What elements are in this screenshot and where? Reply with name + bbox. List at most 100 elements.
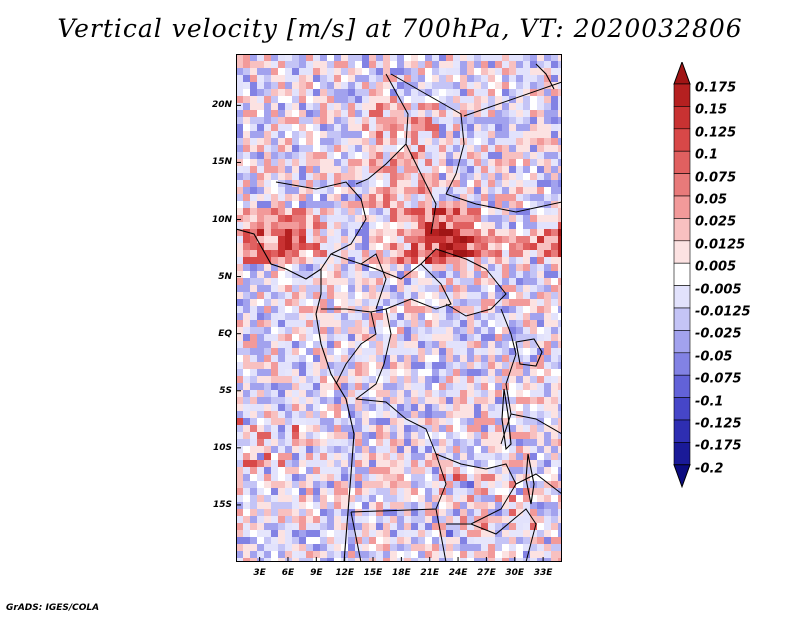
field-cell xyxy=(439,131,446,138)
field-cell xyxy=(537,348,544,355)
field-cell xyxy=(446,68,453,75)
field-cell xyxy=(488,131,495,138)
field-cell xyxy=(236,187,243,194)
field-cell xyxy=(446,516,453,523)
field-cell xyxy=(299,383,306,390)
field-cell xyxy=(327,96,334,103)
field-cell xyxy=(516,516,523,523)
colorbar-box xyxy=(673,285,691,309)
field-cell xyxy=(257,537,264,544)
field-cell xyxy=(313,250,320,257)
field-cell xyxy=(376,439,383,446)
field-cell xyxy=(264,355,271,362)
field-cell xyxy=(362,75,369,82)
field-cell xyxy=(292,236,299,243)
field-cell xyxy=(264,544,271,551)
field-cell xyxy=(250,229,257,236)
field-cell xyxy=(292,404,299,411)
field-cell xyxy=(544,299,551,306)
field-cell xyxy=(551,82,558,89)
field-cell xyxy=(439,334,446,341)
field-cell xyxy=(313,271,320,278)
field-cell xyxy=(278,502,285,509)
field-cell xyxy=(313,180,320,187)
field-cell xyxy=(411,460,418,467)
field-cell xyxy=(481,390,488,397)
field-cell xyxy=(488,264,495,271)
field-cell xyxy=(467,194,474,201)
field-cell xyxy=(418,194,425,201)
field-cell xyxy=(383,89,390,96)
field-cell xyxy=(341,341,348,348)
field-cell xyxy=(432,502,439,509)
field-cell xyxy=(264,138,271,145)
field-cell xyxy=(292,61,299,68)
field-cell xyxy=(397,313,404,320)
field-cell xyxy=(509,502,516,509)
field-cell xyxy=(418,117,425,124)
field-cell xyxy=(537,313,544,320)
field-cell xyxy=(292,250,299,257)
field-cell xyxy=(271,502,278,509)
field-cell xyxy=(299,201,306,208)
field-cell xyxy=(341,460,348,467)
field-cell xyxy=(495,201,502,208)
field-cell xyxy=(306,306,313,313)
field-cell xyxy=(257,544,264,551)
field-cell xyxy=(390,369,397,376)
field-cell xyxy=(516,229,523,236)
field-cell xyxy=(390,250,397,257)
field-cell xyxy=(369,250,376,257)
field-cell xyxy=(334,488,341,495)
field-cell xyxy=(348,61,355,68)
colorbar-box xyxy=(673,128,691,152)
field-cell xyxy=(390,509,397,516)
field-cell xyxy=(523,124,530,131)
field-cell xyxy=(551,495,558,502)
field-cell xyxy=(320,411,327,418)
field-cell xyxy=(530,390,537,397)
field-cell xyxy=(334,75,341,82)
field-cell xyxy=(509,271,516,278)
field-cell xyxy=(292,208,299,215)
field-cell xyxy=(334,397,341,404)
field-cell xyxy=(243,348,250,355)
field-cell xyxy=(502,173,509,180)
field-cell xyxy=(537,327,544,334)
field-cell xyxy=(271,397,278,404)
field-cell xyxy=(544,68,551,75)
field-cell xyxy=(285,411,292,418)
field-cell xyxy=(418,61,425,68)
field-cell xyxy=(439,446,446,453)
border-mozambique xyxy=(515,473,563,495)
field-cell xyxy=(453,243,460,250)
field-cell xyxy=(481,327,488,334)
field-cell xyxy=(509,187,516,194)
field-cell xyxy=(509,369,516,376)
field-cell xyxy=(439,460,446,467)
field-cell xyxy=(369,173,376,180)
field-cell xyxy=(313,257,320,264)
field-cell xyxy=(446,369,453,376)
field-cell xyxy=(432,292,439,299)
field-cell xyxy=(341,264,348,271)
field-cell xyxy=(369,243,376,250)
field-cell xyxy=(537,285,544,292)
field-cell xyxy=(460,369,467,376)
colorbar-level-label: 0.175 xyxy=(695,80,737,96)
field-cell xyxy=(544,271,551,278)
field-cell xyxy=(481,481,488,488)
field-cell xyxy=(327,411,334,418)
field-cell xyxy=(306,152,313,159)
field-cell xyxy=(432,474,439,481)
field-cell xyxy=(467,250,474,257)
field-cell xyxy=(271,432,278,439)
field-cell xyxy=(257,509,264,516)
field-cell xyxy=(439,75,446,82)
field-cell xyxy=(236,306,243,313)
field-cell xyxy=(341,502,348,509)
field-cell xyxy=(460,166,467,173)
field-cell xyxy=(376,544,383,551)
field-cell xyxy=(285,257,292,264)
colorbar-min-arrow xyxy=(673,464,691,489)
